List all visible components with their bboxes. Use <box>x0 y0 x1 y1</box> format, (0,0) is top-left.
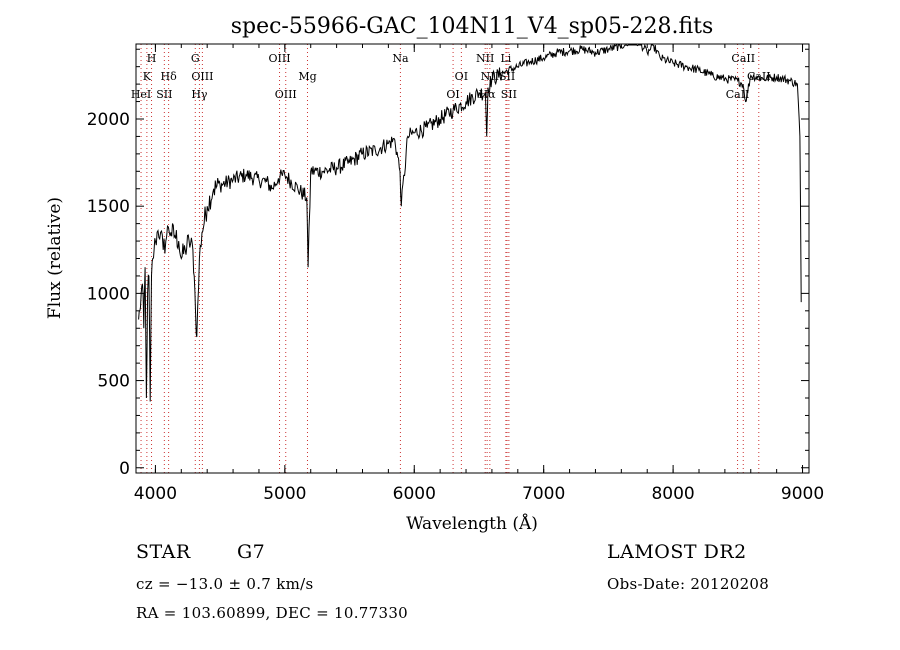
line-marker-label: CaII <box>726 88 750 101</box>
line-marker-label: CaII <box>731 52 755 65</box>
y-tick-label: 0 <box>119 459 130 479</box>
line-marker-label: Mg <box>298 70 316 83</box>
x-axis-ticks: 4000 5000 6000 7000 8000 9000 <box>134 44 824 504</box>
line-marker-label: OIII <box>275 88 297 101</box>
line-markers <box>140 44 760 473</box>
x-tick-label: 7000 <box>522 484 565 504</box>
x-axis-label: Wavelength (Å) <box>406 513 538 534</box>
survey-name: LAMOST DR2 <box>607 541 747 563</box>
y-tick-label: 2000 <box>87 110 130 130</box>
x-tick-label: 5000 <box>263 484 306 504</box>
line-marker-label: OIII <box>268 52 290 65</box>
x-tick-label: 4000 <box>134 484 177 504</box>
line-marker-label: Li <box>500 52 511 65</box>
y-tick-label: 1000 <box>87 284 130 304</box>
x-tick-label: 8000 <box>651 484 694 504</box>
line-marker-label: SII <box>501 88 517 101</box>
y-axis-ticks: 0 500 1000 1500 2000 <box>87 48 809 479</box>
x-tick-label: 9000 <box>781 484 824 504</box>
line-marker-label: SII <box>156 88 172 101</box>
line-marker-label: NII <box>476 52 494 65</box>
line-marker-label: Hγ <box>191 88 208 101</box>
line-marker-label: HeI <box>131 88 151 101</box>
redshift-value: cz = −13.0 ± 0.7 km/s <box>136 575 314 593</box>
line-marker-label: K <box>143 70 152 83</box>
line-marker-label: Na <box>392 52 409 65</box>
chart-title: spec-55966-GAC_104N11_V4_sp05-228.fits <box>231 14 714 39</box>
y-tick-label: 500 <box>98 372 130 392</box>
object-class: STAR <box>136 541 191 563</box>
object-subclass: G7 <box>237 541 266 563</box>
x-tick-label: 6000 <box>393 484 436 504</box>
line-marker-label: H <box>147 52 157 65</box>
line-marker-label: OI <box>446 88 459 101</box>
line-marker-label: OIII <box>191 70 213 83</box>
observation-date: Obs-Date: 20120208 <box>607 575 770 593</box>
line-marker-label: G <box>191 52 200 65</box>
y-tick-label: 1500 <box>87 197 130 217</box>
spectrum-line <box>138 43 802 402</box>
line-marker-label: Hδ <box>161 70 178 83</box>
y-axis-label: Flux (relative) <box>45 197 65 319</box>
plot-frame <box>135 43 810 474</box>
coordinates: RA = 103.60899, DEC = 10.77330 <box>136 604 409 622</box>
line-marker-label: OI <box>455 70 468 83</box>
